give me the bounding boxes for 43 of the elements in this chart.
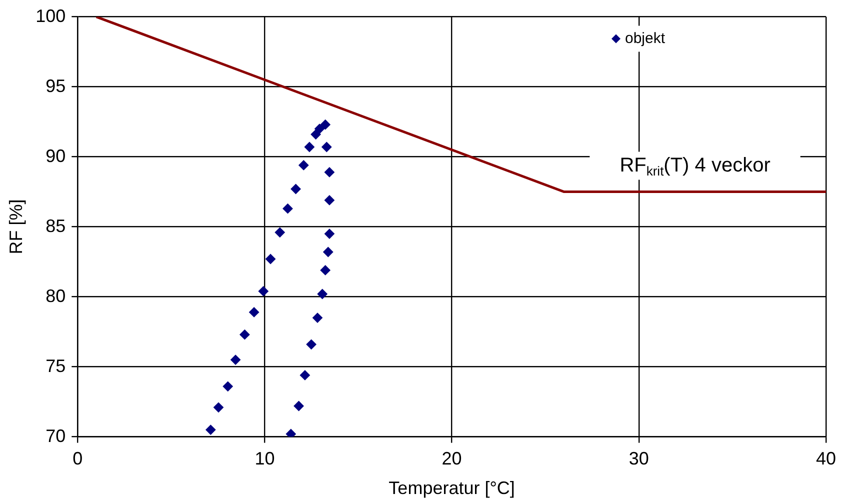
point xyxy=(258,286,268,296)
point xyxy=(312,312,322,323)
point xyxy=(320,265,330,276)
point xyxy=(300,370,310,380)
x-tick-label: 10 xyxy=(254,448,275,469)
point xyxy=(320,120,330,130)
y-axis-title: RF [%] xyxy=(6,199,26,254)
point xyxy=(322,142,332,152)
y-tick-label: 100 xyxy=(36,6,66,26)
y-tick-label: 90 xyxy=(46,146,66,166)
point xyxy=(249,307,260,318)
point xyxy=(206,424,216,435)
point xyxy=(324,195,334,206)
x-tick-label: 30 xyxy=(628,448,649,469)
point xyxy=(317,289,328,299)
y-tick-label: 80 xyxy=(46,286,66,306)
point xyxy=(310,129,321,140)
point xyxy=(324,167,334,178)
point xyxy=(290,184,301,194)
point xyxy=(240,330,250,340)
x-tick-label: 0 xyxy=(72,448,83,469)
point xyxy=(230,354,241,365)
point xyxy=(304,142,314,152)
point xyxy=(274,227,285,238)
x-tick-label: 20 xyxy=(442,448,462,469)
point xyxy=(306,339,316,350)
y-tick-label: 95 xyxy=(46,76,66,96)
x-axis-title: Temperatur [°C] xyxy=(388,478,515,498)
point xyxy=(214,402,224,412)
point xyxy=(282,204,293,214)
legend-label: objekt xyxy=(624,30,666,47)
point xyxy=(294,401,304,411)
point xyxy=(222,381,233,392)
point xyxy=(298,160,309,170)
point xyxy=(324,228,334,239)
point xyxy=(266,254,276,264)
y-tick-label: 85 xyxy=(46,216,66,236)
y-tick-label: 70 xyxy=(46,426,66,446)
point xyxy=(286,429,296,437)
point xyxy=(314,124,325,134)
y-tick-label: 75 xyxy=(46,356,66,376)
point xyxy=(323,247,334,257)
x-tick-label: 40 xyxy=(816,448,836,469)
